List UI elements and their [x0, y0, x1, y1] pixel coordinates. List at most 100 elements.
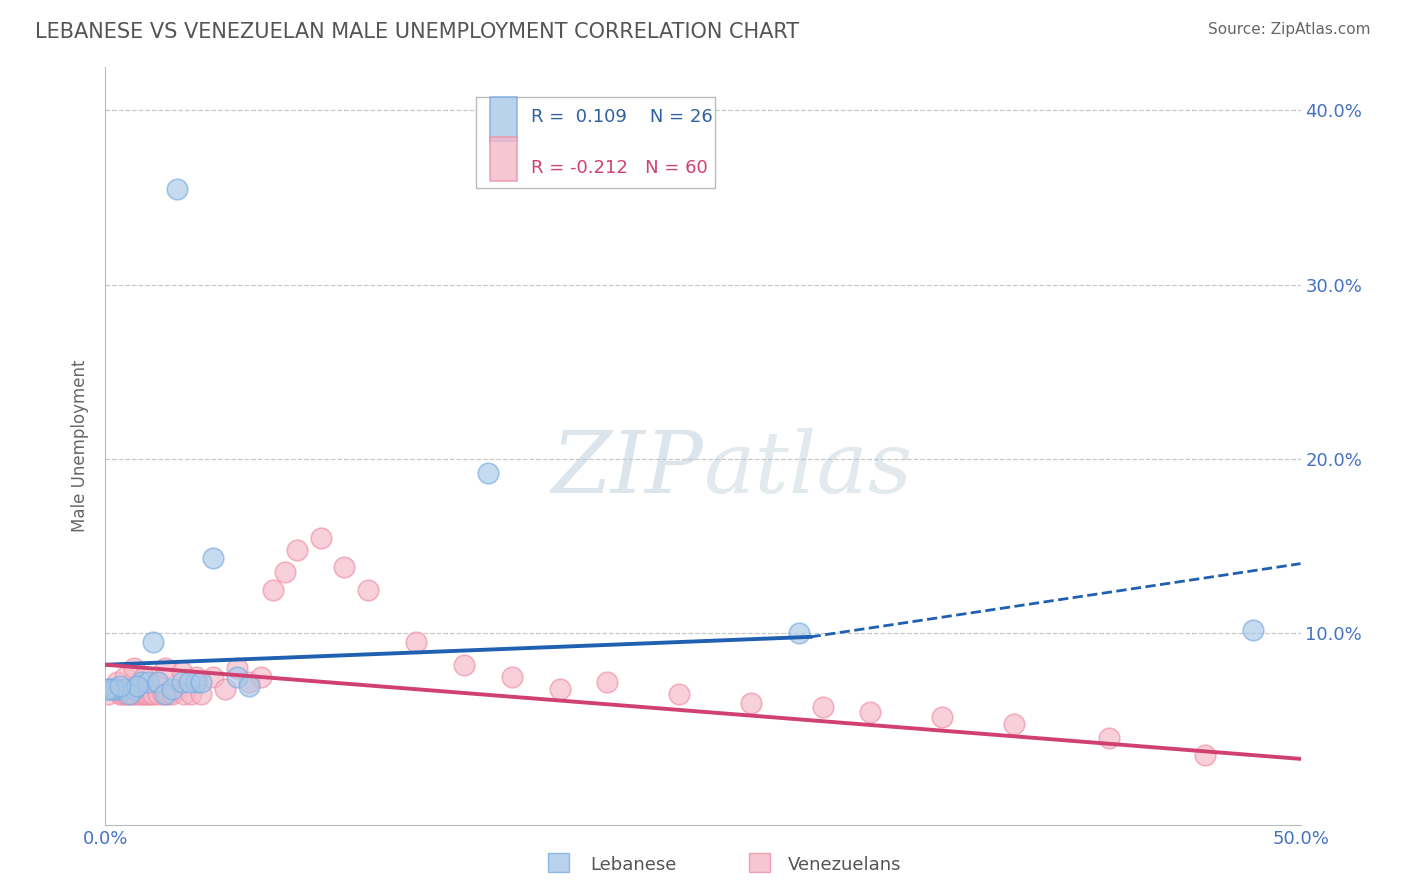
Point	[166, 682, 188, 697]
Text: R =  0.109    N = 26: R = 0.109 N = 26	[531, 108, 713, 127]
Point	[202, 551, 225, 566]
Point	[152, 687, 174, 701]
Point	[142, 687, 165, 701]
Point	[309, 531, 332, 545]
Point	[125, 682, 148, 697]
Point	[859, 705, 882, 719]
Point	[121, 687, 143, 701]
Point	[214, 682, 236, 697]
Text: Source: ZipAtlas.com: Source: ZipAtlas.com	[1208, 22, 1371, 37]
Point	[180, 687, 202, 701]
Point	[1241, 623, 1264, 637]
Point	[740, 696, 762, 710]
Point	[118, 682, 141, 697]
Point	[238, 679, 260, 693]
Point	[166, 182, 188, 196]
Point	[98, 682, 121, 697]
Point	[128, 687, 150, 701]
FancyBboxPatch shape	[491, 97, 516, 141]
Point	[177, 675, 201, 690]
Point	[333, 560, 356, 574]
Point	[548, 682, 571, 697]
Point	[107, 682, 129, 697]
Point	[156, 687, 179, 701]
Point	[811, 699, 834, 714]
Point	[931, 710, 953, 724]
Point	[1194, 748, 1216, 763]
Point	[122, 687, 145, 701]
Point	[596, 675, 619, 690]
Point	[153, 661, 177, 675]
Point	[153, 687, 177, 701]
Point	[225, 661, 249, 675]
Point	[108, 679, 131, 693]
Point	[1002, 717, 1025, 731]
FancyBboxPatch shape	[491, 137, 516, 181]
Point	[115, 687, 138, 701]
Point	[142, 635, 165, 649]
Point	[170, 675, 193, 690]
Point	[225, 670, 249, 684]
Point	[138, 675, 160, 690]
Point	[357, 582, 380, 597]
Point	[186, 670, 208, 684]
Point	[190, 687, 212, 701]
Point	[146, 687, 169, 701]
Text: atlas: atlas	[703, 427, 912, 510]
Point	[114, 682, 136, 697]
Point	[145, 675, 167, 690]
Text: Lebanese: Lebanese	[591, 856, 676, 874]
Point	[238, 675, 260, 690]
Text: R = -0.212   N = 60: R = -0.212 N = 60	[531, 159, 707, 178]
Point	[501, 670, 523, 684]
Point	[104, 682, 127, 697]
Point	[114, 670, 136, 684]
Point	[129, 675, 153, 690]
Point	[146, 675, 169, 690]
Point	[132, 670, 155, 684]
Point	[186, 675, 208, 690]
Point	[132, 687, 155, 701]
Point	[202, 670, 225, 684]
Text: ZIP: ZIP	[551, 427, 703, 510]
Point	[118, 687, 141, 701]
Point	[114, 687, 136, 701]
Point	[111, 687, 134, 701]
Point	[135, 687, 157, 701]
Point	[405, 635, 427, 649]
Point	[262, 582, 284, 597]
Bar	[548, 853, 569, 872]
Y-axis label: Male Unemployment: Male Unemployment	[70, 359, 89, 533]
Text: Venezuelans: Venezuelans	[787, 856, 901, 874]
Point	[101, 682, 124, 697]
Point	[668, 687, 690, 701]
Point	[122, 682, 145, 697]
Point	[125, 679, 148, 693]
Point	[129, 687, 153, 701]
Point	[162, 682, 184, 697]
Point	[477, 466, 499, 480]
Point	[170, 665, 193, 679]
Point	[285, 542, 308, 557]
FancyBboxPatch shape	[475, 97, 716, 188]
Point	[273, 566, 295, 580]
Point	[162, 687, 184, 701]
Point	[108, 687, 131, 701]
Text: LEBANESE VS VENEZUELAN MALE UNEMPLOYMENT CORRELATION CHART: LEBANESE VS VENEZUELAN MALE UNEMPLOYMENT…	[35, 22, 799, 42]
Point	[122, 661, 145, 675]
Point	[250, 670, 273, 684]
Point	[138, 687, 160, 701]
Point	[173, 687, 195, 701]
Bar	[749, 853, 770, 872]
Point	[98, 682, 121, 697]
Point	[190, 675, 212, 690]
Point	[101, 682, 124, 697]
Point	[139, 687, 162, 701]
Point	[787, 626, 810, 640]
Point	[107, 675, 129, 690]
Point	[453, 657, 475, 672]
Point	[1098, 731, 1121, 745]
Point	[97, 682, 120, 697]
Point	[107, 682, 129, 697]
Point	[97, 687, 120, 701]
